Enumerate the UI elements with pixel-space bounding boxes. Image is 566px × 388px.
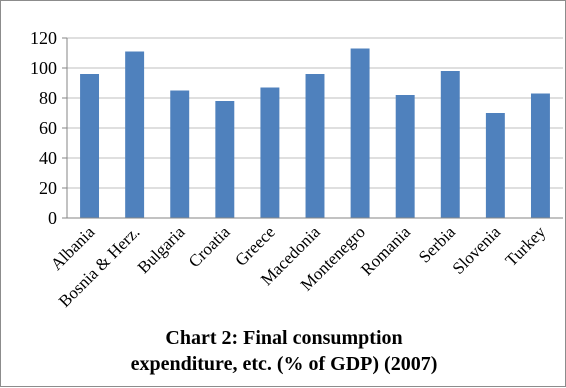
- y-tick-label: 60: [39, 118, 57, 138]
- bar: [125, 51, 145, 218]
- x-tick-label: Slovenia: [449, 222, 505, 278]
- y-tick-label: 80: [39, 88, 57, 108]
- axes: [62, 37, 563, 219]
- bar: [305, 74, 325, 218]
- bar: [170, 90, 190, 218]
- bar: [485, 113, 505, 218]
- y-tick-label: 0: [48, 208, 57, 228]
- bar: [80, 74, 100, 218]
- y-tick-label: 20: [39, 178, 57, 198]
- x-tick-label: Croatia: [185, 222, 234, 271]
- bar: [215, 101, 235, 218]
- bar: [530, 93, 550, 218]
- bar: [350, 48, 370, 218]
- x-tick-label: Bulgaria: [134, 222, 189, 277]
- chart-title: Chart 2: Final consumption expenditure, …: [130, 327, 438, 375]
- y-tick-label: 100: [30, 58, 57, 78]
- bar: [260, 87, 280, 218]
- x-tick-label: Turkey: [502, 222, 550, 270]
- bar: [395, 95, 415, 218]
- y-tick-label: 120: [30, 28, 57, 48]
- x-tick-label: Romania: [357, 222, 414, 279]
- y-tick-labels: 0 20 40 60 80 100 120: [30, 28, 57, 228]
- bar: [440, 71, 460, 218]
- y-tick-label: 40: [39, 148, 57, 168]
- bars: [80, 48, 550, 218]
- x-tick-label: Bosnia & Herz.: [55, 222, 144, 311]
